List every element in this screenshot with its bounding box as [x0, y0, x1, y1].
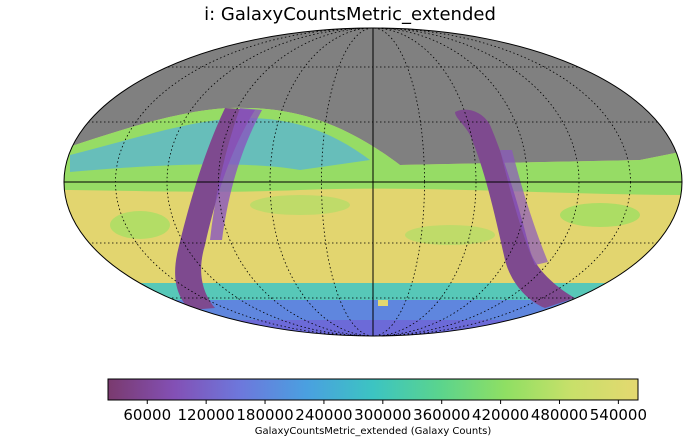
- colorbar-label: GalaxyCountsMetric_extended (Galaxy Coun…: [254, 426, 492, 437]
- survey-spot: [378, 300, 388, 306]
- coverage-patch: [560, 203, 640, 227]
- colorbar-gradient: [107, 378, 639, 401]
- coverage-patch: [405, 225, 495, 245]
- colorbar-tick-label: 360000: [413, 406, 470, 424]
- coverage-patch: [250, 195, 350, 215]
- colorbar-tick-label: 240000: [295, 406, 352, 424]
- colorbar-tick-label: 300000: [354, 406, 411, 424]
- galactic-plane-band: [455, 109, 575, 308]
- map-outline: [63, 27, 683, 337]
- colorbar-tick-label: 480000: [531, 406, 588, 424]
- sky-map: [63, 27, 683, 337]
- colorbar-tick-label: 60000: [123, 406, 171, 424]
- coverage-patch: [110, 211, 170, 239]
- chart-title: i: GalaxyCountsMetric_extended: [204, 4, 496, 25]
- colorbar-tick-label: 420000: [472, 406, 529, 424]
- galactic-plane-band: [500, 150, 548, 265]
- colorbar-tick-label: 540000: [590, 406, 647, 424]
- colorbar-tick-label: 120000: [178, 406, 235, 424]
- galactic-plane-band: [210, 108, 262, 240]
- colorbar-tick-label: 180000: [236, 406, 293, 424]
